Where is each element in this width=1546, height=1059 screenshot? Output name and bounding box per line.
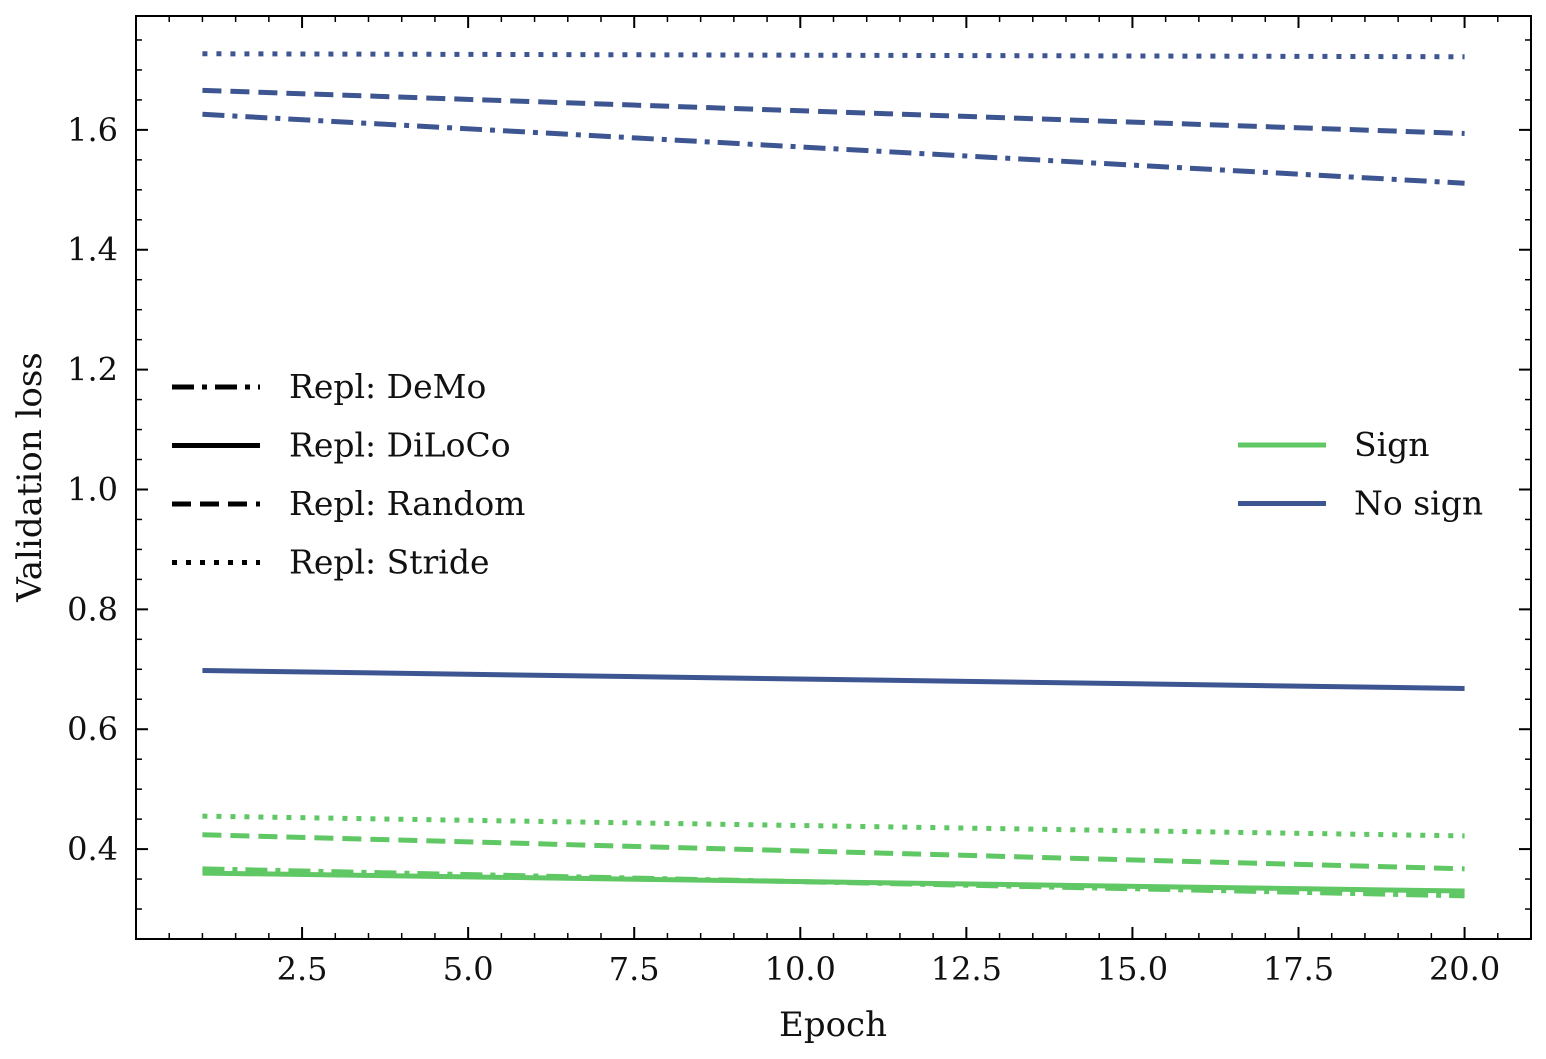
- plot-frame: [135, 15, 1532, 940]
- series-line-no_sign-dashed: [202, 87, 1465, 136]
- x-axis-label: Epoch: [779, 1005, 887, 1045]
- legend-style-label: Repl: Random: [289, 484, 525, 523]
- x-tick-label: 2.5: [277, 950, 328, 988]
- y-tick-label: 0.6: [67, 710, 118, 748]
- legend-color-label: No sign: [1354, 484, 1483, 523]
- x-tick-label: 12.5: [931, 950, 1002, 988]
- y-axis-label: Validation loss: [10, 352, 50, 602]
- x-tick-label: 20.0: [1429, 950, 1500, 988]
- series-line-sign-dashdot: [202, 866, 1465, 899]
- series-line-sign-dotted: [202, 813, 1465, 839]
- legend-style-label: Repl: DeMo: [289, 367, 486, 406]
- x-tick-label: 7.5: [609, 950, 660, 988]
- legend-style-label: Repl: Stride: [289, 543, 490, 582]
- x-tick-label: 17.5: [1263, 950, 1334, 988]
- x-tick-label: 10.0: [765, 950, 836, 988]
- ticks-layer: 2.5 5.0 7.5 10.0 12.5 15.0 17.5 20.0 0.4 0.6 0.8 1.…: [67, 16, 1532, 988]
- y-tick-label: 1.0: [67, 470, 118, 508]
- series-line-sign-solid: [202, 870, 1465, 894]
- series-line-no_sign-dashdot: [202, 111, 1465, 186]
- y-tick-label: 0.4: [67, 830, 118, 868]
- y-tick-label: 0.8: [67, 590, 118, 628]
- series-layer: [202, 51, 1465, 899]
- legend-color: Sign No sign: [1238, 425, 1483, 523]
- series-line-no_sign-solid: [202, 667, 1465, 691]
- legend-style-label: Repl: DiLoCo: [289, 426, 511, 465]
- legend-linestyle: Repl: DeMo Repl: DiLoCo Repl: Random Repl: …: [172, 367, 525, 582]
- x-tick-label: 15.0: [1097, 950, 1168, 988]
- y-tick-label: 1.4: [67, 231, 118, 269]
- y-tick-label: 1.6: [67, 111, 118, 149]
- series-line-no_sign-dotted: [202, 51, 1465, 60]
- x-tick-label: 5.0: [443, 950, 494, 988]
- series-line-sign-dashed: [202, 832, 1465, 872]
- y-tick-label: 1.2: [67, 351, 118, 389]
- legend-color-label: Sign: [1354, 425, 1430, 464]
